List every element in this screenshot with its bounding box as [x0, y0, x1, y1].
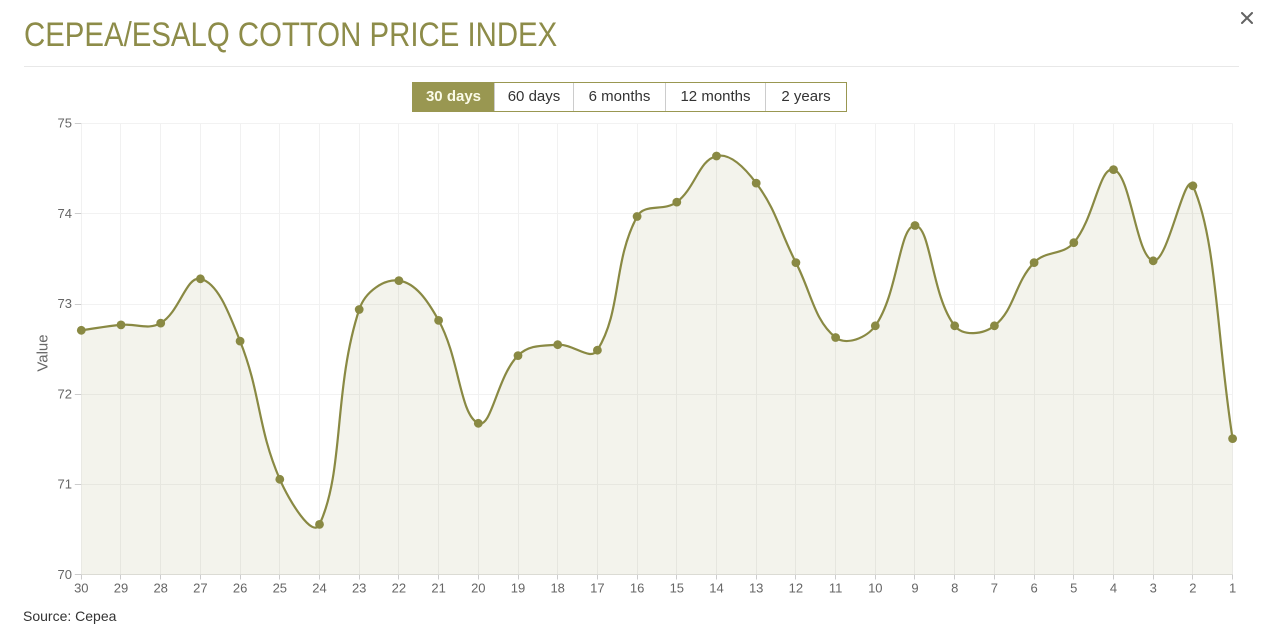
svg-text:2: 2 [1189, 581, 1196, 596]
svg-text:Value: Value [34, 334, 51, 371]
svg-text:24: 24 [312, 581, 326, 596]
svg-text:74: 74 [58, 206, 72, 221]
svg-text:4: 4 [1110, 581, 1117, 596]
svg-text:75: 75 [58, 116, 72, 131]
svg-text:15: 15 [670, 581, 684, 596]
svg-text:11: 11 [829, 581, 843, 596]
svg-text:14: 14 [709, 581, 723, 596]
svg-text:73: 73 [58, 296, 72, 311]
svg-text:10: 10 [868, 581, 882, 596]
svg-text:20: 20 [471, 581, 485, 596]
svg-text:5: 5 [1070, 581, 1077, 596]
svg-text:29: 29 [114, 581, 128, 596]
svg-text:21: 21 [431, 581, 445, 596]
svg-text:7: 7 [991, 581, 998, 596]
svg-text:30: 30 [74, 581, 88, 596]
svg-text:71: 71 [58, 477, 72, 492]
svg-text:8: 8 [951, 581, 958, 596]
svg-text:9: 9 [911, 581, 918, 596]
svg-text:22: 22 [392, 581, 406, 596]
svg-text:23: 23 [352, 581, 366, 596]
svg-text:27: 27 [193, 581, 207, 596]
svg-text:70: 70 [58, 567, 72, 582]
svg-text:72: 72 [58, 386, 72, 401]
svg-text:17: 17 [590, 581, 604, 596]
svg-text:12: 12 [789, 581, 803, 596]
svg-text:16: 16 [630, 581, 644, 596]
svg-text:19: 19 [511, 581, 525, 596]
svg-text:6: 6 [1030, 581, 1037, 596]
svg-text:18: 18 [550, 581, 564, 596]
svg-text:13: 13 [749, 581, 763, 596]
svg-text:3: 3 [1150, 581, 1157, 596]
svg-text:28: 28 [153, 581, 167, 596]
svg-text:26: 26 [233, 581, 247, 596]
svg-text:25: 25 [273, 581, 287, 596]
svg-text:1: 1 [1229, 581, 1236, 596]
